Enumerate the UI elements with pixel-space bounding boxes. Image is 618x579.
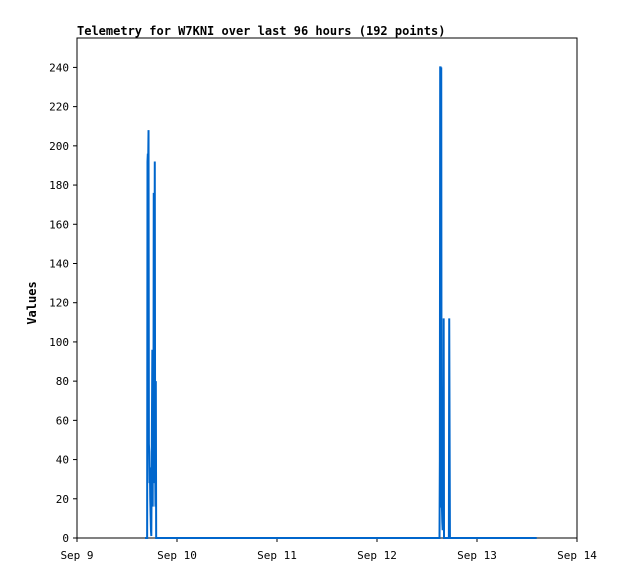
- x-tick-label: Sep 13: [457, 549, 497, 562]
- x-tick-label: Sep 9: [60, 549, 93, 562]
- y-tick-label: 60: [56, 414, 69, 427]
- y-tick-label: 220: [49, 101, 69, 114]
- x-tick-label: Sep 11: [257, 549, 297, 562]
- y-tick-label: 200: [49, 140, 69, 153]
- series-line: [145, 66, 537, 539]
- y-tick-label: 160: [49, 218, 69, 231]
- x-axis-ticks: Sep 9 Sep 10 Sep 11 Sep 12 Sep 13 Sep 14: [60, 538, 597, 562]
- chart-title: Telemetry for W7KNI over last 96 hours (…: [77, 24, 445, 38]
- y-tick-label: 240: [49, 61, 69, 74]
- y-tick-label: 20: [56, 493, 69, 506]
- x-tick-label: Sep 14: [557, 549, 597, 562]
- y-tick-label: 40: [56, 454, 69, 467]
- y-tick-label: 120: [49, 297, 69, 310]
- y-axis-ticks: 0 20 40 60 80 100 120 140 160 180 200 220 240: [49, 61, 77, 545]
- x-tick-label: Sep 12: [357, 549, 397, 562]
- y-tick-label: 180: [49, 179, 69, 192]
- y-tick-label: 80: [56, 375, 69, 388]
- series-layer: [145, 66, 537, 539]
- x-tick-label: Sep 10: [157, 549, 197, 562]
- y-tick-label: 100: [49, 336, 69, 349]
- y-tick-label: 0: [62, 532, 69, 545]
- y-axis-label: Values: [25, 281, 39, 324]
- y-tick-label: 140: [49, 257, 69, 270]
